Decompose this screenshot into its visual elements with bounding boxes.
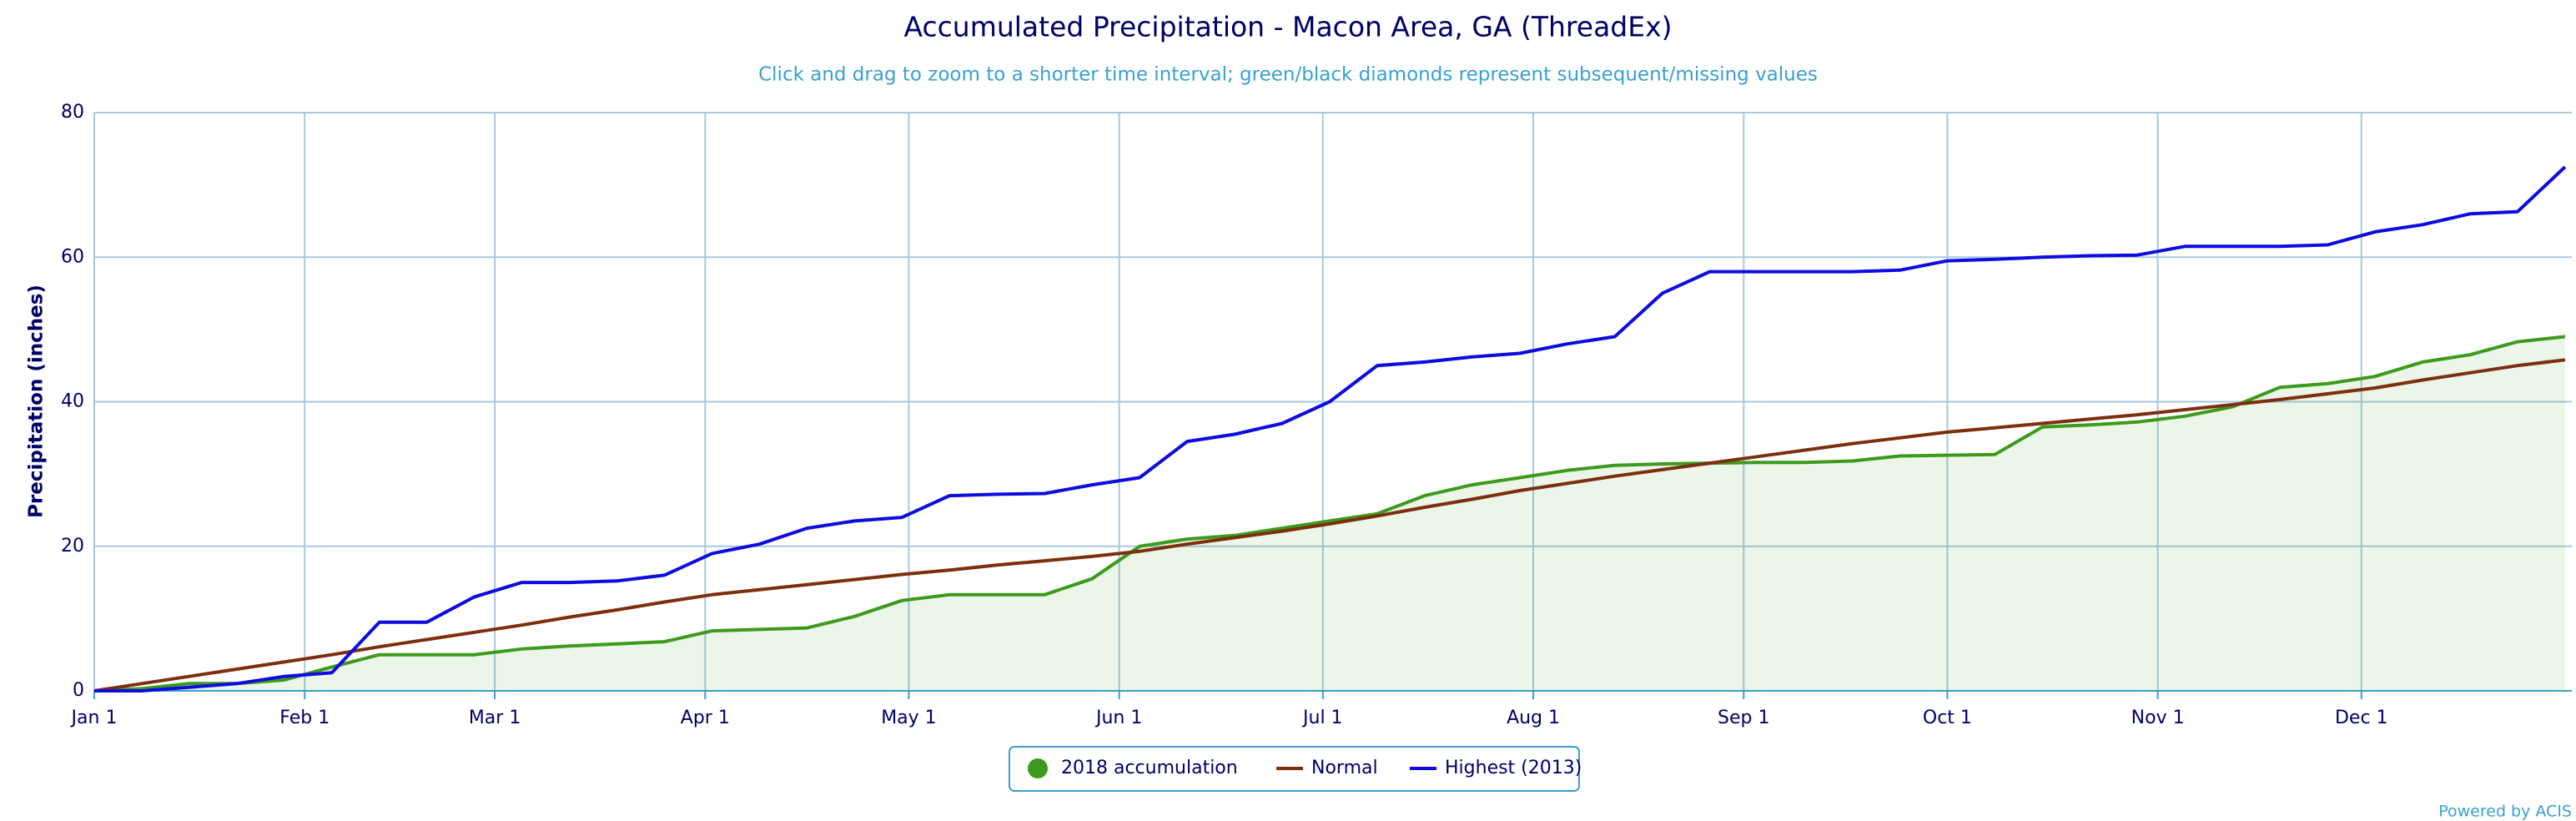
area-fill bbox=[94, 336, 2565, 691]
legend-label: 2018 accumulation bbox=[1061, 758, 1238, 778]
y-tick-label: 0 bbox=[73, 680, 84, 701]
y-tick-label: 80 bbox=[61, 102, 84, 123]
chart-subtitle: Click and drag to zoom to a shorter time… bbox=[758, 64, 1818, 86]
x-tick-label: Mar 1 bbox=[469, 708, 521, 728]
credit: Powered by ACIS bbox=[2438, 803, 2572, 821]
y-axis-label: Precipitation (inches) bbox=[26, 285, 48, 518]
x-tick-label: Jul 1 bbox=[1301, 708, 1343, 728]
x-tick-label: Dec 1 bbox=[2335, 708, 2388, 728]
y-tick-label: 60 bbox=[61, 246, 84, 267]
y-tick-label: 20 bbox=[61, 536, 84, 557]
x-tick-label: Aug 1 bbox=[1507, 708, 1560, 728]
series-line bbox=[94, 165, 2567, 693]
x-tick-label: Feb 1 bbox=[279, 708, 330, 728]
legend-label: Normal bbox=[1311, 758, 1378, 778]
x-tick-label: Jan 1 bbox=[70, 708, 118, 728]
x-tick-label: Oct 1 bbox=[1923, 708, 1972, 728]
legend-label: Highest (2013) bbox=[1445, 758, 1582, 778]
x-tick-label: Jun 1 bbox=[1094, 708, 1142, 728]
x-tick-label: Apr 1 bbox=[681, 708, 730, 728]
series-line bbox=[93, 335, 2566, 693]
x-tick-label: May 1 bbox=[881, 708, 936, 728]
x-tick-label: Nov 1 bbox=[2131, 708, 2185, 728]
legend-marker bbox=[1028, 758, 1048, 778]
y-tick-label: 40 bbox=[61, 391, 84, 412]
series-line bbox=[93, 358, 2566, 693]
chart-title: Accumulated Precipitation - Macon Area, … bbox=[904, 11, 1673, 43]
x-tick-label: Sep 1 bbox=[1718, 708, 1769, 728]
